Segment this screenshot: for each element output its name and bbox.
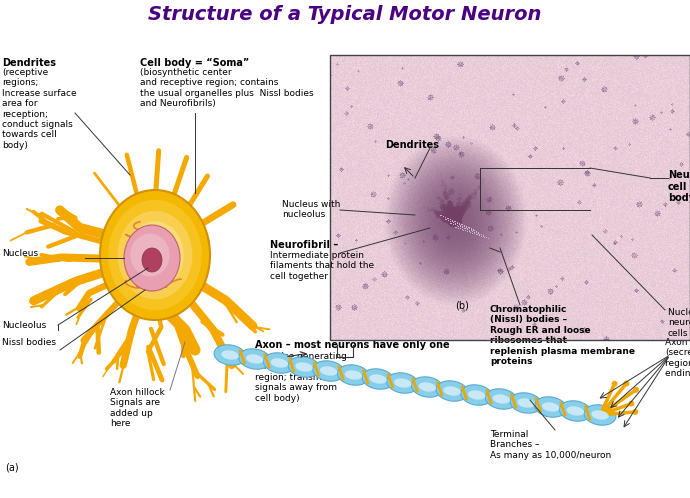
Text: Axon terminals
(secretory
region; are the “bouton”
endings of the branches): Axon terminals (secretory region; are th…	[665, 338, 690, 378]
Ellipse shape	[632, 409, 638, 415]
Text: Nissl bodies: Nissl bodies	[2, 338, 56, 347]
Ellipse shape	[518, 398, 535, 408]
Ellipse shape	[214, 345, 246, 365]
Ellipse shape	[100, 190, 210, 320]
Text: Neurofibril –: Neurofibril –	[270, 240, 338, 250]
Text: (receptive
regions;
Increase surface
area for
reception;
conduct signals
towards: (receptive regions; Increase surface are…	[2, 68, 77, 150]
Ellipse shape	[584, 405, 616, 425]
Text: Nucleus: Nucleus	[2, 249, 38, 257]
Ellipse shape	[369, 374, 386, 383]
Ellipse shape	[611, 381, 618, 387]
Ellipse shape	[124, 225, 180, 291]
Ellipse shape	[629, 400, 634, 406]
Text: Nucleolus: Nucleolus	[2, 321, 46, 330]
Ellipse shape	[493, 394, 510, 404]
Ellipse shape	[566, 406, 584, 416]
Ellipse shape	[239, 349, 270, 369]
Ellipse shape	[320, 367, 337, 375]
Text: Cell body = “Soma”: Cell body = “Soma”	[140, 58, 249, 68]
Ellipse shape	[270, 359, 288, 368]
Ellipse shape	[288, 357, 320, 377]
Ellipse shape	[130, 234, 170, 276]
Text: Structure of a Typical Motor Neuron: Structure of a Typical Motor Neuron	[148, 5, 542, 24]
Ellipse shape	[510, 393, 542, 413]
Ellipse shape	[486, 389, 518, 409]
Ellipse shape	[394, 378, 411, 387]
Bar	[330, 55, 690, 340]
Ellipse shape	[344, 371, 362, 379]
Ellipse shape	[419, 382, 436, 391]
Ellipse shape	[411, 377, 443, 397]
Ellipse shape	[436, 381, 468, 401]
Text: Dendrites: Dendrites	[2, 58, 56, 68]
Text: Axon – most neurons have only one: Axon – most neurons have only one	[255, 340, 450, 350]
Text: (impulse generating
and conducting
region; transmit
signals away from
cell body): (impulse generating and conducting regio…	[255, 352, 347, 402]
Ellipse shape	[387, 373, 419, 393]
Ellipse shape	[542, 402, 560, 412]
Text: Chromatophilic
(Nissl) bodies –
Rough ER and loose
ribosomes that
replenish plas: Chromatophilic (Nissl) bodies – Rough ER…	[490, 305, 635, 366]
Text: Nucleus with
nucleolus: Nucleus with nucleolus	[282, 200, 340, 220]
Ellipse shape	[108, 200, 201, 310]
Ellipse shape	[623, 380, 629, 386]
Text: (a): (a)	[5, 462, 19, 472]
Text: Axon hillock
Signals are
added up
here: Axon hillock Signals are added up here	[110, 388, 165, 428]
Text: Dendrites: Dendrites	[385, 140, 439, 150]
Ellipse shape	[221, 350, 239, 360]
Ellipse shape	[591, 410, 609, 420]
Ellipse shape	[313, 361, 344, 381]
Ellipse shape	[337, 365, 369, 385]
Ellipse shape	[264, 353, 295, 373]
Ellipse shape	[461, 385, 493, 405]
Ellipse shape	[142, 248, 162, 272]
Text: Nuclei of
neuroglial
cells: Nuclei of neuroglial cells	[668, 308, 690, 338]
Ellipse shape	[443, 386, 461, 395]
Text: Neuron
cell
body: Neuron cell body	[668, 170, 690, 203]
Ellipse shape	[117, 211, 193, 299]
Text: Terminal
Branches –
As many as 10,000/neuron: Terminal Branches – As many as 10,000/ne…	[490, 430, 611, 460]
Ellipse shape	[246, 355, 264, 364]
Ellipse shape	[362, 369, 394, 389]
Text: Intermediate protein
filaments that hold the
cell together: Intermediate protein filaments that hold…	[270, 251, 374, 281]
Text: (b): (b)	[455, 300, 469, 310]
Text: (biosynthetic center
and receptive region; contains
the usual organelles plus  N: (biosynthetic center and receptive regio…	[140, 68, 314, 108]
Ellipse shape	[560, 401, 591, 421]
Ellipse shape	[126, 221, 184, 289]
Ellipse shape	[633, 387, 639, 393]
Ellipse shape	[535, 397, 566, 417]
Ellipse shape	[468, 390, 485, 400]
Ellipse shape	[295, 363, 313, 372]
